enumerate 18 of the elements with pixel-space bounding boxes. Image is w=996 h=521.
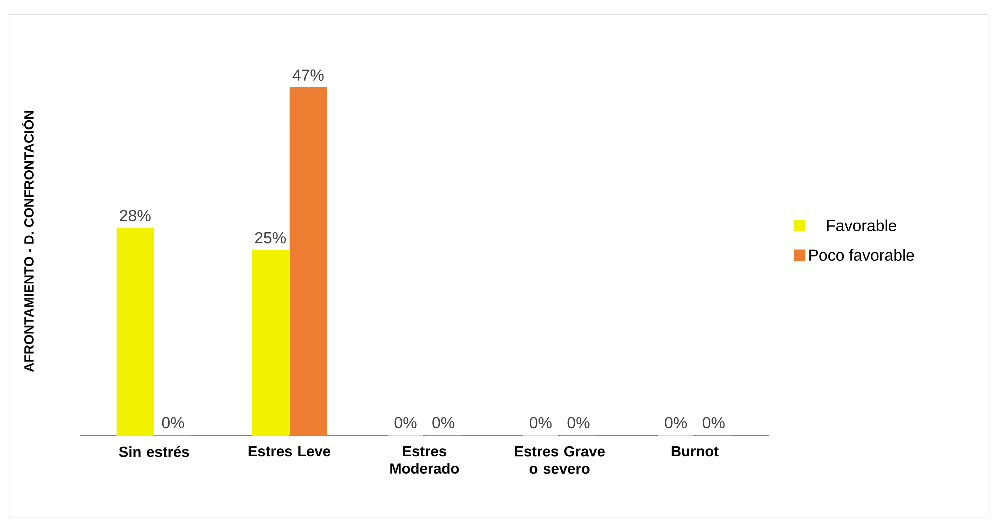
x-tick-label: Sin estrés (119, 446, 190, 458)
data-label: 28% (120, 210, 151, 222)
data-label: 47% (292, 70, 324, 81)
x-tick-label: Estres Leve (248, 446, 331, 456)
data-label: 0% (702, 417, 725, 428)
x-tick-label: Burnot (672, 446, 719, 456)
legend-label: Favorable (827, 220, 896, 232)
data-label: 0% (162, 417, 184, 428)
data-label: 0% (568, 417, 590, 428)
x-tick-label: Estres Grave o severo (515, 446, 605, 474)
y-axis-title: AFRONTAMIENTO - D. CONFRONTACIÓN (22, 110, 34, 372)
data-label: 0% (665, 417, 688, 428)
data-label: 0% (394, 417, 417, 428)
data-label: 0% (530, 417, 552, 428)
legend-label: Poco favorable (810, 249, 914, 261)
data-label: 0% (432, 417, 455, 428)
x-tick-label: Estres Moderado (390, 446, 460, 474)
data-label: 25% (255, 232, 286, 244)
